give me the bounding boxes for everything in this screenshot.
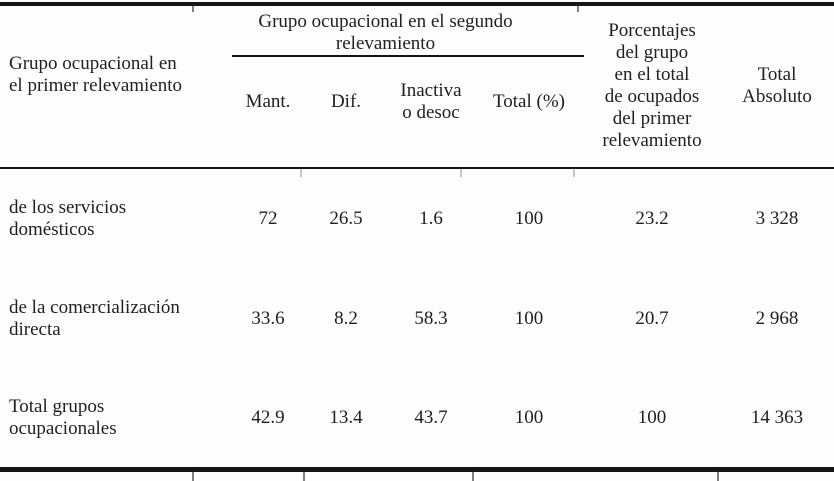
table-row-total: Total grupos ocupacionales 42.9 13.4 43.… bbox=[0, 369, 834, 469]
header-mant: Mant. bbox=[232, 56, 304, 169]
cell-dif: 8.2 bbox=[334, 308, 358, 329]
scan-artifact-tick bbox=[717, 471, 719, 481]
scan-artifact-tick bbox=[460, 168, 462, 177]
scan-artifact-tick bbox=[573, 168, 575, 177]
header-first-survey-group: Grupo ocupacional en el primer relevamie… bbox=[0, 4, 232, 169]
header-row-subcolumns: Mant. Dif. Inactiva o desoc Total (%) bbox=[0, 56, 834, 169]
scan-artifact-tick bbox=[303, 471, 305, 481]
header-row-group: Grupo ocupacional en el primer relevamie… bbox=[0, 4, 834, 169]
header-total-absolute: Total Absoluto bbox=[720, 4, 834, 169]
scan-artifact-tick bbox=[192, 471, 194, 481]
header-total-pct: Total (%) bbox=[474, 56, 584, 169]
cell-pct-grupo: 100 bbox=[637, 406, 667, 428]
header-second-survey-group: Grupo ocupacional en el segundo relevami… bbox=[232, 4, 584, 57]
row-label: de la comercialización directa bbox=[9, 297, 180, 340]
header-dif: Dif. bbox=[304, 56, 388, 169]
cell-inactiva: 1.6 bbox=[419, 208, 443, 229]
row-label: de los servicios domésticos bbox=[9, 197, 127, 240]
cell-inactiva: 58.3 bbox=[414, 308, 448, 329]
occupational-groups-table: Grupo ocupacional en el primer relevamie… bbox=[0, 2, 834, 472]
table-row: de la comercialización directa 33.6 8.2 … bbox=[0, 269, 834, 369]
header-percent-of-first-survey: Porcentajes del grupo en el total de ocu… bbox=[584, 4, 720, 169]
scan-artifact-tick bbox=[300, 168, 302, 177]
cell-mant: 42.9 bbox=[251, 406, 285, 428]
header-inactiva-desoc: Inactiva o desoc bbox=[388, 56, 474, 169]
scan-artifact-tick bbox=[577, 2, 579, 12]
cell-pct-grupo: 20.7 bbox=[635, 308, 669, 329]
scan-artifact-tick bbox=[192, 2, 194, 12]
cell-mant: 72 bbox=[258, 208, 278, 229]
cell-pct-grupo: 23.2 bbox=[635, 208, 669, 229]
cell-total-pct: 100 bbox=[514, 406, 544, 428]
cell-dif: 26.5 bbox=[329, 208, 363, 229]
scan-artifact-tick bbox=[472, 471, 474, 481]
table-row: de los servicios domésticos 72 26.5 1.6 … bbox=[0, 168, 834, 269]
table-header: Grupo ocupacional en el primer relevamie… bbox=[0, 4, 834, 169]
cell-mant: 33.6 bbox=[251, 308, 285, 329]
cell-total-abs: 14 363 bbox=[750, 406, 804, 428]
cell-total-pct: 100 bbox=[514, 208, 544, 229]
cell-inactiva: 43.7 bbox=[414, 406, 448, 428]
cell-total-abs: 3 328 bbox=[755, 208, 799, 229]
cell-total-abs: 2 968 bbox=[755, 308, 799, 329]
table-body: de los servicios domésticos 72 26.5 1.6 … bbox=[0, 168, 834, 469]
cell-dif: 13.4 bbox=[329, 406, 363, 428]
row-label: Total grupos ocupacionales bbox=[9, 395, 117, 439]
cell-total-pct: 100 bbox=[514, 308, 544, 329]
